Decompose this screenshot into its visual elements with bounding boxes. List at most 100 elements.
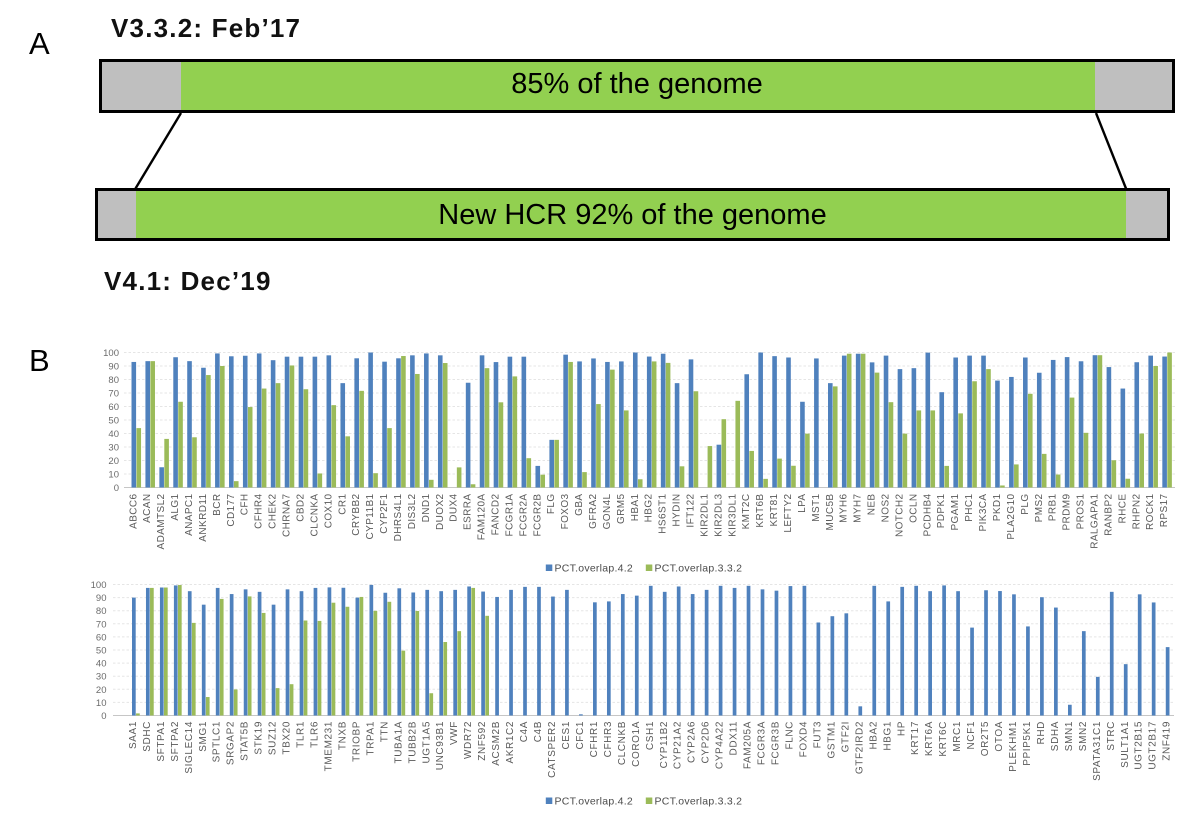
svg-text:PLEKHM1: PLEKHM1 xyxy=(1008,721,1019,772)
svg-text:SIGLEC14: SIGLEC14 xyxy=(184,721,195,774)
svg-text:KMT2C: KMT2C xyxy=(741,494,752,530)
svg-text:0: 0 xyxy=(101,711,106,722)
svg-text:RPS17: RPS17 xyxy=(1159,493,1170,527)
svg-text:STRC: STRC xyxy=(1106,721,1117,751)
svg-text:PHC1: PHC1 xyxy=(964,493,975,521)
svg-text:90: 90 xyxy=(96,593,107,604)
svg-text:70: 70 xyxy=(108,389,119,400)
svg-text:CR1: CR1 xyxy=(337,493,348,514)
svg-text:CFHR1: CFHR1 xyxy=(589,721,600,757)
svg-text:CHRNA7: CHRNA7 xyxy=(282,493,293,537)
svg-text:ACSM2B: ACSM2B xyxy=(491,721,502,766)
svg-text:TNXB: TNXB xyxy=(337,721,348,750)
svg-text:FCGR2B: FCGR2B xyxy=(532,494,543,537)
svg-text:50: 50 xyxy=(108,416,119,427)
svg-text:RALGAPA1: RALGAPA1 xyxy=(1089,493,1100,548)
svg-text:ROCK1: ROCK1 xyxy=(1145,493,1156,529)
svg-text:OR2T5: OR2T5 xyxy=(980,721,991,756)
svg-text:NOS2: NOS2 xyxy=(881,493,892,522)
svg-text:KRT17: KRT17 xyxy=(910,721,921,755)
svg-text:HYDIN: HYDIN xyxy=(672,494,683,527)
svg-text:ANKRD11: ANKRD11 xyxy=(198,493,209,541)
svg-text:70: 70 xyxy=(96,619,107,630)
svg-text:CFHR4: CFHR4 xyxy=(254,493,265,528)
svg-text:100: 100 xyxy=(103,348,119,359)
svg-text:PGAM1: PGAM1 xyxy=(950,493,961,530)
svg-text:SDHC: SDHC xyxy=(142,721,153,752)
svg-text:SDHA: SDHA xyxy=(1050,721,1061,751)
svg-text:PMS2: PMS2 xyxy=(1034,493,1045,522)
svg-text:PDPK1: PDPK1 xyxy=(936,493,947,528)
svg-text:HBG2: HBG2 xyxy=(644,493,655,522)
svg-text:STK19: STK19 xyxy=(254,721,265,755)
svg-text:PCT.overlap.4.2: PCT.overlap.4.2 xyxy=(555,562,633,574)
svg-text:CYP4A22: CYP4A22 xyxy=(715,721,726,769)
svg-text:FAM205A: FAM205A xyxy=(743,721,754,769)
svg-text:COX10: COX10 xyxy=(323,493,334,528)
svg-text:RHCE: RHCE xyxy=(1117,494,1128,524)
svg-text:ADAMTSL2: ADAMTSL2 xyxy=(156,493,167,549)
svg-text:HS6ST1: HS6ST1 xyxy=(658,493,669,533)
svg-text:SPTLC1: SPTLC1 xyxy=(212,721,223,762)
svg-text:SMN1: SMN1 xyxy=(1064,721,1075,751)
svg-text:KRT6A: KRT6A xyxy=(924,721,935,756)
svg-text:GON4L: GON4L xyxy=(602,493,613,529)
svg-text:ABCC6: ABCC6 xyxy=(128,493,139,528)
svg-text:IFT122: IFT122 xyxy=(686,493,697,527)
svg-text:TUBA1A: TUBA1A xyxy=(393,721,404,764)
svg-text:80: 80 xyxy=(108,375,119,386)
svg-text:GTF2IRD2: GTF2IRD2 xyxy=(854,721,865,774)
svg-text:100: 100 xyxy=(91,580,107,591)
svg-text:DDX11: DDX11 xyxy=(729,721,740,756)
svg-text:CORO1A: CORO1A xyxy=(631,721,642,767)
svg-text:OCLN: OCLN xyxy=(908,494,919,523)
svg-text:ALG1: ALG1 xyxy=(170,493,181,520)
svg-text:RHPN2: RHPN2 xyxy=(1131,493,1142,529)
svg-text:FANCD2: FANCD2 xyxy=(490,493,501,535)
svg-text:KRT6B: KRT6B xyxy=(755,494,766,528)
svg-text:60: 60 xyxy=(108,402,119,413)
svg-text:TTN: TTN xyxy=(379,721,390,742)
svg-text:NOTCH2: NOTCH2 xyxy=(894,493,905,537)
svg-text:CLCNKA: CLCNKA xyxy=(309,494,320,537)
svg-text:SUZ12: SUZ12 xyxy=(268,721,279,755)
svg-text:PCDHB4: PCDHB4 xyxy=(922,493,933,536)
svg-text:LEFTY2: LEFTY2 xyxy=(783,493,794,532)
svg-text:CATSPER2: CATSPER2 xyxy=(547,721,558,778)
svg-text:ACAN: ACAN xyxy=(142,494,153,523)
svg-text:30: 30 xyxy=(96,672,107,683)
svg-text:PKD1: PKD1 xyxy=(992,493,1003,521)
svg-text:ZNF592: ZNF592 xyxy=(477,721,488,761)
svg-text:DHRS4L1: DHRS4L1 xyxy=(393,493,404,541)
svg-text:PRDM9: PRDM9 xyxy=(1062,493,1073,530)
svg-text:CYP2F1: CYP2F1 xyxy=(379,493,390,533)
svg-text:SFTPA2: SFTPA2 xyxy=(170,721,181,762)
svg-text:30: 30 xyxy=(108,443,119,454)
svg-text:CYP11B1: CYP11B1 xyxy=(365,493,376,539)
svg-text:MYH6: MYH6 xyxy=(839,493,850,522)
svg-text:CLCNKB: CLCNKB xyxy=(617,721,628,765)
svg-text:MYH7: MYH7 xyxy=(853,493,864,522)
svg-text:FOXD4: FOXD4 xyxy=(798,721,809,757)
svg-text:KRT81: KRT81 xyxy=(769,493,780,526)
svg-text:MUC5B: MUC5B xyxy=(825,494,836,531)
svg-text:C4B: C4B xyxy=(533,721,544,742)
svg-text:PRB1: PRB1 xyxy=(1048,493,1059,521)
svg-text:ANAPC1: ANAPC1 xyxy=(184,493,195,535)
svg-text:CYP2A6: CYP2A6 xyxy=(687,721,698,763)
svg-text:PLA2G10: PLA2G10 xyxy=(1006,493,1017,539)
svg-text:LPA: LPA xyxy=(797,494,808,513)
svg-text:60: 60 xyxy=(96,632,107,643)
svg-text:PROS1: PROS1 xyxy=(1076,493,1087,529)
svg-text:CFH: CFH xyxy=(240,494,251,516)
svg-text:BCR: BCR xyxy=(212,494,223,516)
svg-text:PLG: PLG xyxy=(1020,494,1031,515)
svg-text:SMN2: SMN2 xyxy=(1078,721,1089,751)
svg-text:STAT5B: STAT5B xyxy=(240,721,251,761)
svg-text:OTOA: OTOA xyxy=(994,721,1005,752)
svg-text:WDR72: WDR72 xyxy=(463,721,474,759)
svg-text:FLNC: FLNC xyxy=(784,721,795,750)
svg-text:SPATA31C1: SPATA31C1 xyxy=(1092,721,1103,781)
svg-text:SFTPA1: SFTPA1 xyxy=(156,721,167,762)
svg-text:KIR2DL3: KIR2DL3 xyxy=(713,493,724,536)
